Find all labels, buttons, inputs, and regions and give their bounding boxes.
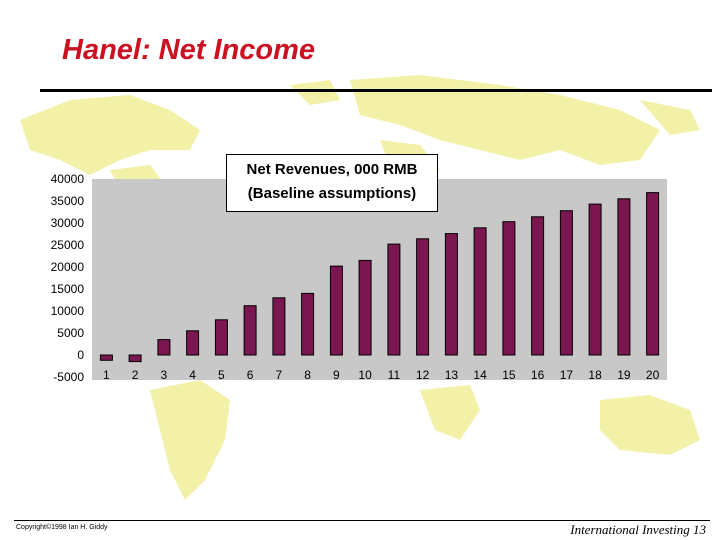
slide-title: Hanel: Net Income [62, 34, 315, 66]
bar-8 [301, 292, 315, 356]
x-tick-label: 11 [388, 368, 401, 382]
bar-12 [416, 238, 430, 356]
x-tick-label: 15 [502, 368, 516, 382]
footer-divider [14, 520, 710, 521]
x-tick-label: 20 [646, 368, 660, 382]
x-tick-label: 16 [531, 368, 545, 382]
y-tick-label: 25000 [51, 238, 85, 252]
x-tick-label: 7 [276, 368, 283, 382]
bar-18 [588, 203, 602, 356]
chart-title-line-1: Net Revenues, 000 RMB [246, 161, 418, 178]
bar-10 [358, 259, 372, 356]
bar-19 [617, 198, 631, 356]
bar-3 [157, 339, 171, 356]
x-tick-label: 2 [132, 368, 139, 382]
bar-2 [128, 354, 142, 363]
chart-title-line-2: (Baseline assumptions) [247, 185, 417, 202]
x-tick-label: 5 [218, 368, 225, 382]
x-tick-label: 8 [304, 368, 311, 382]
bar-9 [329, 265, 343, 356]
title-divider [40, 89, 712, 92]
x-tick-label: 3 [161, 368, 168, 382]
x-tick-label: 14 [473, 368, 487, 382]
x-tick-label: 13 [445, 368, 459, 382]
x-tick-label: 10 [358, 368, 372, 382]
bar-11 [387, 243, 401, 356]
bar-13 [444, 233, 458, 356]
y-tick-label: 5000 [57, 326, 84, 340]
bar-7 [272, 297, 286, 356]
x-tick-label: 1 [103, 368, 110, 382]
bar-5 [214, 319, 228, 356]
bar-1 [99, 354, 113, 361]
x-tick-label: 12 [416, 368, 430, 382]
x-tick-label: 9 [333, 368, 340, 382]
y-tick-label: 0 [77, 348, 84, 362]
bar-17 [559, 210, 573, 356]
y-tick-label: 10000 [51, 304, 85, 318]
bar-15 [502, 221, 516, 356]
bar-6 [243, 305, 257, 356]
bar-14 [473, 227, 487, 356]
bar-20 [646, 192, 660, 356]
y-tick-label: 20000 [51, 260, 85, 274]
x-tick-label: 19 [617, 368, 631, 382]
x-tick-label: 17 [560, 368, 574, 382]
y-tick-label: 30000 [51, 216, 85, 230]
x-tick-label: 18 [588, 368, 602, 382]
footer-page-label: International Investing 13 [570, 522, 706, 537]
x-tick-label: 4 [189, 368, 196, 382]
x-tick-label: 6 [247, 368, 254, 382]
copyright-text: Copyright©1998 Ian H. Giddy [16, 524, 108, 531]
chart-title-box: Net Revenues, 000 RMB (Baseline assumpti… [226, 154, 438, 212]
bar-16 [531, 216, 545, 356]
y-tick-label: 35000 [51, 194, 85, 208]
y-tick-label: 15000 [51, 282, 85, 296]
bar-4 [186, 330, 200, 356]
y-tick-label: 40000 [51, 172, 85, 186]
y-tick-label: -5000 [53, 370, 84, 384]
